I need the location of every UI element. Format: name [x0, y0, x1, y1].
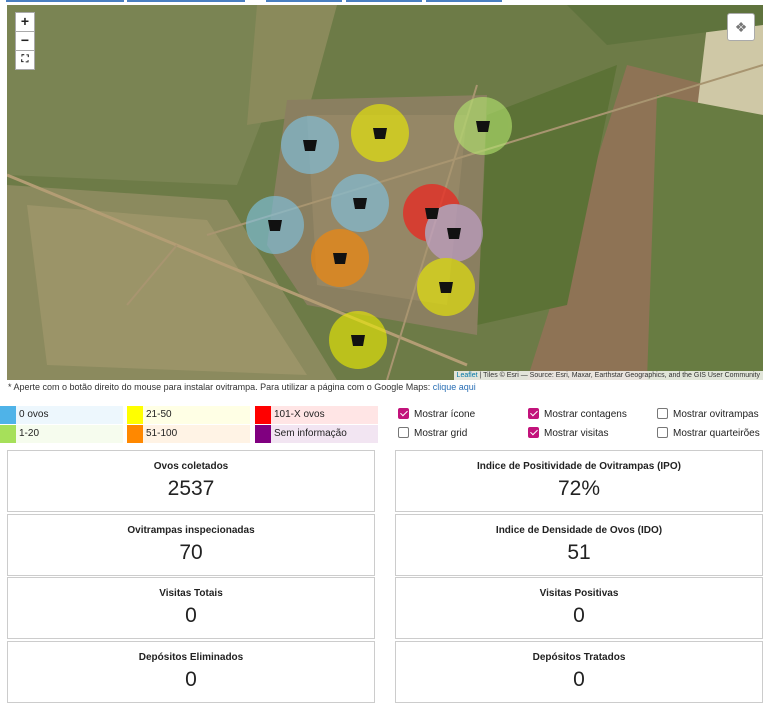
stat-label: Indice de Positividade de Ovitrampas (IP…	[477, 461, 681, 472]
checkbox[interactable]	[528, 408, 539, 419]
stat-value: 72%	[557, 477, 601, 500]
stat-card: Ovitrampas inspecionadas 70	[7, 513, 375, 576]
tab[interactable]	[127, 0, 245, 2]
stat-label: Visitas Positivas	[539, 588, 619, 599]
stat-label: Ovitrampas inspecionadas	[127, 524, 255, 536]
stat-label: Visitas Totais	[159, 588, 223, 599]
note-text: * Aperte com o botão direito do mouse pa…	[8, 382, 431, 392]
note: * Aperte com o botão direito do mouse pa…	[8, 382, 476, 392]
stat-label: Depósitos Tratados	[532, 651, 626, 663]
stat-card: Visitas Positivas 0	[395, 577, 763, 639]
legend-item: 1-20	[0, 425, 123, 443]
legend-label: 101-X ovos	[274, 409, 325, 420]
legend-item: Sem informação	[255, 425, 378, 443]
stat-label: Depósitos Eliminados	[138, 651, 244, 663]
note-link[interactable]: clique aqui	[432, 382, 476, 392]
stat-value: 0	[185, 604, 197, 627]
checkbox[interactable]	[657, 408, 668, 419]
legend-swatch	[255, 425, 271, 443]
legend-swatch	[127, 406, 143, 424]
satellite-imagery	[7, 5, 763, 380]
stat-card: Depósitos Tratados 0	[395, 640, 763, 703]
option-label: Mostrar ovitrampas	[673, 409, 759, 420]
legend-item: 51-100	[127, 425, 250, 443]
legend-item: 101-X ovos	[255, 406, 378, 424]
option-label: Mostrar ícone	[414, 409, 476, 420]
option[interactable]: Mostrar quarteirões	[657, 427, 760, 441]
option[interactable]: Mostrar grid	[398, 427, 467, 441]
checkbox[interactable]	[398, 408, 409, 419]
legend-swatch	[255, 406, 271, 424]
stat-label: Ovos coletados	[153, 461, 229, 472]
legend-swatch	[127, 425, 143, 443]
option-label: Mostrar visitas	[544, 428, 609, 439]
stat-value: 70	[179, 540, 203, 564]
legend-label: Sem informação	[274, 428, 347, 439]
checkbox[interactable]	[528, 427, 539, 438]
checkbox[interactable]	[657, 427, 668, 438]
option[interactable]: Mostrar ícone	[398, 408, 475, 422]
stat-value: 0	[573, 604, 585, 627]
zoom-out[interactable]: −	[15, 31, 35, 51]
stat-card: Ovos coletados 2537	[7, 450, 375, 512]
stat-card: Indice de Positividade de Ovitrampas (IP…	[395, 450, 763, 512]
stat-card: Visitas Totais 0	[7, 577, 375, 639]
legend-label: 51-100	[146, 428, 178, 439]
tab[interactable]	[266, 0, 342, 2]
attribution: Leaflet | Tiles © Esri — Source: Esri, M…	[453, 371, 763, 380]
legend-swatch	[0, 425, 16, 443]
legend-label: 0 ovos	[19, 409, 49, 420]
legend-label: 1-20	[19, 428, 40, 439]
option-label: Mostrar contagens	[544, 409, 627, 420]
attribution-text: | Tiles © Esri — Source: Esri, Maxar, Ea…	[479, 372, 760, 379]
trap-icons	[268, 121, 490, 346]
legend-label: 21-50	[146, 409, 172, 420]
zoom-in[interactable]: +	[15, 12, 35, 32]
stat-value: 0	[185, 667, 197, 691]
legend-item: 21-50	[127, 406, 250, 424]
checkbox[interactable]	[398, 427, 409, 438]
option[interactable]: Mostrar visitas	[528, 427, 608, 441]
stat-card: Indice de Densidade de Ovos (IDO) 51	[395, 513, 763, 576]
tab[interactable]	[6, 0, 124, 2]
fullscreen[interactable]: ⛶	[15, 50, 35, 70]
stat-value: 2537	[167, 477, 215, 500]
stat-label: Indice de Densidade de Ovos (IDO)	[495, 524, 663, 536]
legend-item: 0 ovos	[0, 406, 123, 424]
option[interactable]: Mostrar contagens	[528, 408, 627, 422]
attribution-link[interactable]: Leaflet	[456, 372, 478, 379]
option-label: Mostrar grid	[414, 428, 468, 439]
stat-value: 51	[567, 540, 591, 564]
tab[interactable]	[346, 0, 422, 2]
option[interactable]: Mostrar ovitrampas	[657, 408, 759, 422]
legend-swatch	[0, 406, 16, 424]
stat-value: 0	[573, 667, 585, 691]
stat-card: Depósitos Eliminados 0	[7, 640, 375, 703]
map[interactable]: + − ⛶ ❖ Leaflet | Tiles © Esri — Source:…	[7, 5, 763, 380]
option-label: Mostrar quarteirões	[673, 428, 760, 439]
layers-control[interactable]: ❖	[727, 13, 755, 41]
tab[interactable]	[426, 0, 502, 2]
